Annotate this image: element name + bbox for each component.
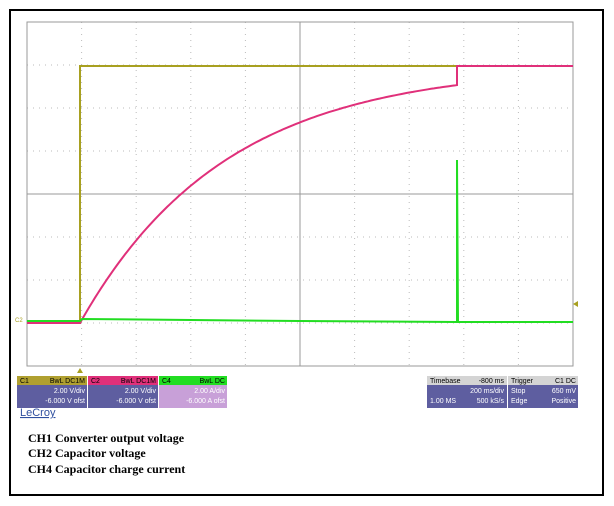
channel-c1: C1 BwL DC1M 2.00 V/div -6.000 V ofst <box>17 376 87 408</box>
scale: 2.00 V/div <box>125 388 157 395</box>
type: Edge <box>511 398 527 405</box>
mode: Stop <box>511 388 526 395</box>
coupling: BwL DC1M <box>50 378 85 385</box>
channel-c4: C4 BwL DC 2.00 A/div -6.000 A ofst <box>159 376 227 408</box>
offset: -6.000 A ofst <box>186 398 225 405</box>
ch2-trace <box>27 65 573 324</box>
scale: 200 ms/div <box>470 388 504 395</box>
label: C2 <box>91 378 100 385</box>
screen-border <box>26 21 574 367</box>
caption: CH2 Capacitor voltage <box>28 446 146 460</box>
label: Timebase <box>430 378 461 385</box>
brand: LeCroy <box>20 407 56 419</box>
label: Trigger <box>511 378 534 385</box>
time-marker <box>77 368 83 373</box>
caption: CH1 Converter output voltage <box>28 431 185 445</box>
scale: 2.00 V/div <box>54 388 86 395</box>
ch4-trace <box>27 159 573 324</box>
coupling: BwL DC <box>200 378 225 385</box>
label: C1 <box>20 378 29 385</box>
caption: CH4 Capacitor charge current <box>28 462 185 476</box>
trigger-box: Trigger C1 DC Stop 650 mV Edge Positive <box>508 376 578 408</box>
coupling: BwL DC1M <box>121 378 156 385</box>
offset: -6.000 V ofst <box>116 398 156 405</box>
ch-marker: C2 <box>15 318 23 324</box>
channel-c2: C2 BwL DC1M 2.00 V/div -6.000 V ofst <box>88 376 158 408</box>
frame <box>9 9 604 496</box>
source: C1 DC <box>555 378 576 385</box>
samples: 1.00 MS <box>430 398 456 405</box>
label: C4 <box>162 378 171 385</box>
offset: -6.000 V ofst <box>45 398 85 405</box>
slope: Positive <box>551 398 576 405</box>
scale: 2.00 A/div <box>194 388 225 395</box>
timebase-box: Timebase -800 ms 200 ms/div 1.00 MS 500 … <box>427 376 507 408</box>
trigger-marker <box>573 301 578 307</box>
level: 650 mV <box>552 388 576 395</box>
rate: 500 kS/s <box>477 398 505 405</box>
delay: -800 ms <box>479 378 505 385</box>
